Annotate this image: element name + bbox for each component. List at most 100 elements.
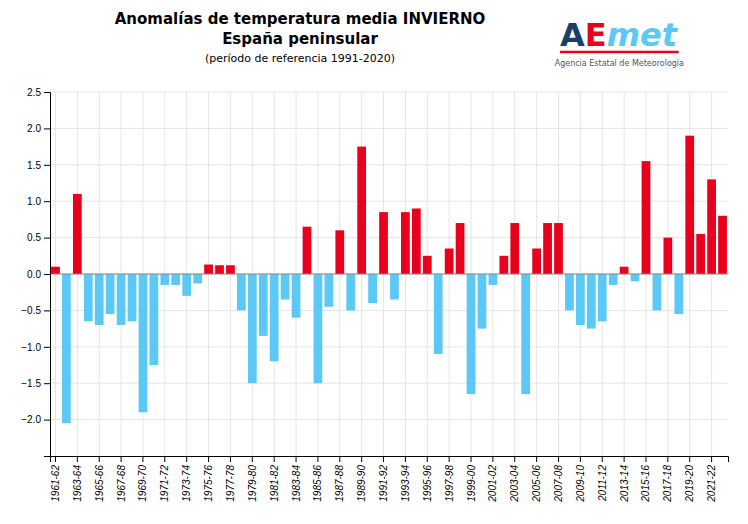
x-tick-label: 1961-62	[50, 465, 61, 502]
x-tick-label: 1981-82	[269, 465, 280, 502]
reference-note: (período de referencia 1991-2020)	[205, 52, 395, 65]
x-tick: 1991-92	[378, 456, 389, 502]
bar	[248, 274, 257, 383]
bar	[204, 265, 213, 274]
x-tick-label: 1991-92	[378, 465, 389, 502]
bar	[718, 216, 727, 274]
chart: −2.0−1.5−1.0−0.50.00.51.01.52.02.51961-6…	[0, 0, 748, 524]
x-tick: 1989-90	[356, 456, 367, 502]
x-tick-mark	[471, 456, 472, 462]
bar	[631, 274, 640, 281]
x-tick-label: 1967-68	[116, 465, 127, 502]
x-tick: 1987-88	[334, 456, 345, 502]
y-tick-mark	[44, 238, 50, 239]
x-tick: 2001-02	[487, 456, 498, 503]
bar	[489, 274, 498, 285]
bar	[259, 274, 268, 336]
x-tick-mark	[164, 456, 165, 462]
x-tick-label: 1969-70	[137, 465, 148, 502]
bar	[707, 179, 716, 274]
bar	[379, 212, 388, 274]
x-tick-label: 2003-04	[509, 465, 520, 503]
bar	[335, 230, 344, 274]
x-tick: 1961-62	[50, 456, 61, 502]
bar	[532, 249, 541, 274]
title: Anomalías de temperatura media INVIERNO	[115, 10, 485, 28]
x-tick: 1995-96	[422, 456, 433, 502]
y-tick: 2.0	[27, 123, 50, 134]
grid-line-y	[50, 164, 728, 165]
x-tick-mark	[99, 456, 100, 462]
logo: AEmet	[560, 16, 679, 54]
bar	[128, 274, 137, 321]
x-tick-mark	[536, 456, 537, 462]
bar	[270, 274, 279, 361]
bar	[139, 274, 148, 412]
y-tick: 0.5	[27, 232, 50, 243]
bar	[445, 249, 454, 274]
grid-line-y	[50, 128, 728, 129]
x-tick-label: 2019-20	[684, 465, 695, 503]
x-tick: 1963-64	[72, 456, 83, 502]
x-tick-label: 1989-90	[356, 465, 367, 502]
x-tick-label: 1975-76	[203, 465, 214, 502]
x-tick: 1971-72	[159, 456, 170, 502]
x-tick-mark	[689, 456, 690, 462]
bar	[368, 274, 377, 303]
x-tick: 2021-22	[706, 456, 717, 503]
x-tick: 1967-68	[116, 456, 127, 502]
bar	[281, 274, 290, 299]
x-tick-mark	[186, 456, 187, 462]
bar	[609, 274, 618, 285]
bar	[587, 274, 596, 329]
bar	[423, 256, 432, 274]
y-tick-mark	[44, 92, 50, 93]
bar	[543, 223, 552, 274]
bar	[357, 147, 366, 274]
bar	[576, 274, 585, 325]
zero-line	[50, 274, 728, 275]
y-tick-mark	[44, 165, 50, 166]
bar	[346, 274, 355, 310]
bar	[499, 256, 508, 274]
x-tick-label: 1963-64	[72, 465, 83, 502]
x-tick-mark	[427, 456, 428, 462]
y-tick-mark	[44, 274, 50, 275]
x-tick-label: 2007-08	[553, 465, 564, 503]
x-tick: 2003-04	[509, 456, 520, 503]
y-tick: −1.5	[21, 378, 50, 389]
y-axis-line	[44, 93, 51, 457]
y-tick: 1.0	[27, 196, 50, 207]
y-tick-label: 0.0	[27, 269, 41, 280]
x-tick-mark	[317, 456, 318, 462]
x-tick-mark	[624, 456, 625, 462]
x-tick-mark	[580, 456, 581, 462]
y-tick-mark	[44, 383, 50, 384]
y-tick: −0.5	[21, 305, 50, 316]
bar	[434, 274, 443, 354]
x-tick-mark	[252, 456, 253, 462]
x-tick-mark	[449, 456, 450, 462]
bar	[51, 267, 60, 274]
y-axis: −2.0−1.5−1.0−0.50.00.51.01.52.02.5	[21, 87, 50, 457]
x-tick-mark	[667, 456, 668, 462]
bar	[598, 274, 607, 321]
x-tick-mark	[142, 456, 143, 462]
x-tick: 2005-06	[531, 456, 542, 503]
x-tick-mark	[230, 456, 231, 462]
bar	[73, 194, 82, 274]
x-tick: 1993-94	[400, 456, 411, 502]
y-tick-mark	[44, 420, 50, 421]
grid-line-y	[50, 237, 728, 238]
bar	[182, 274, 191, 296]
bar	[653, 274, 662, 310]
x-tick-label: 1995-96	[422, 465, 433, 502]
bar	[106, 274, 115, 314]
x-tick: 1985-86	[312, 456, 323, 502]
grid-line-y	[50, 419, 728, 420]
bar	[95, 274, 104, 325]
x-tick: 2013-14	[619, 456, 630, 503]
x-tick-mark	[602, 456, 603, 462]
y-tick-label: 2.0	[27, 123, 41, 134]
bar	[62, 274, 71, 423]
